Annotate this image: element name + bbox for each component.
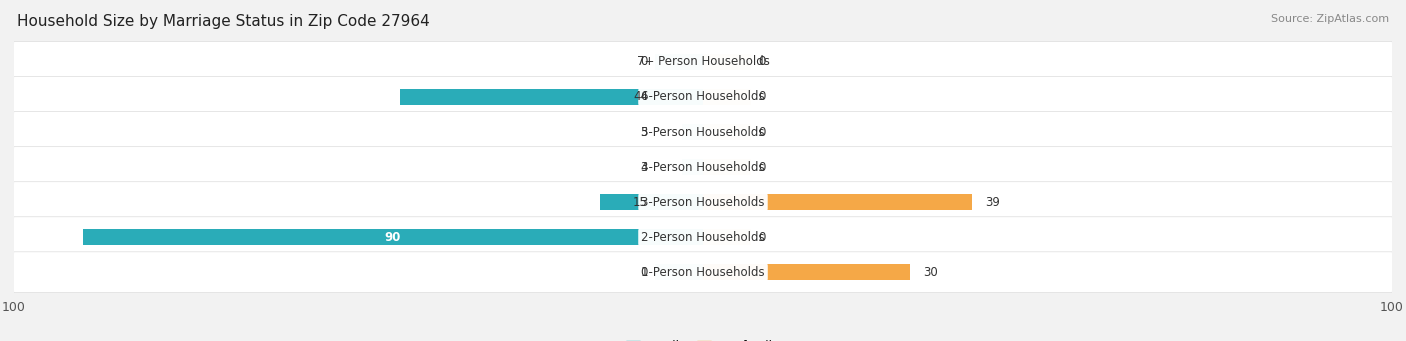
Text: 0: 0 <box>758 56 765 69</box>
Bar <box>703 89 751 105</box>
Bar <box>703 124 751 140</box>
Text: 0: 0 <box>758 231 765 244</box>
Text: 3: 3 <box>641 161 648 174</box>
Bar <box>703 229 751 246</box>
Bar <box>703 159 751 175</box>
Text: 2-Person Households: 2-Person Households <box>641 231 765 244</box>
Text: 7+ Person Households: 7+ Person Households <box>637 56 769 69</box>
Bar <box>682 124 703 140</box>
Text: 1-Person Households: 1-Person Households <box>641 266 765 279</box>
Text: Source: ZipAtlas.com: Source: ZipAtlas.com <box>1271 14 1389 24</box>
Bar <box>655 264 703 280</box>
Text: 3: 3 <box>641 125 648 138</box>
FancyBboxPatch shape <box>14 42 1392 83</box>
Bar <box>703 264 910 280</box>
FancyBboxPatch shape <box>14 217 1392 257</box>
Text: 3-Person Households: 3-Person Households <box>641 196 765 209</box>
Bar <box>655 54 703 70</box>
Text: 0: 0 <box>758 161 765 174</box>
Bar <box>599 194 703 210</box>
Text: 0: 0 <box>758 125 765 138</box>
Bar <box>83 229 703 246</box>
FancyBboxPatch shape <box>14 252 1392 293</box>
Text: 0: 0 <box>758 90 765 104</box>
Legend: Family, Nonfamily: Family, Nonfamily <box>621 336 785 341</box>
Text: 0: 0 <box>641 56 648 69</box>
FancyBboxPatch shape <box>14 182 1392 223</box>
FancyBboxPatch shape <box>14 77 1392 117</box>
Text: 0: 0 <box>641 266 648 279</box>
Text: 44: 44 <box>633 90 648 104</box>
FancyBboxPatch shape <box>14 112 1392 152</box>
Text: 4-Person Households: 4-Person Households <box>641 161 765 174</box>
Bar <box>703 194 972 210</box>
Text: 90: 90 <box>385 231 401 244</box>
Text: 5-Person Households: 5-Person Households <box>641 125 765 138</box>
Bar <box>399 89 703 105</box>
Text: 15: 15 <box>633 196 648 209</box>
Text: 6-Person Households: 6-Person Households <box>641 90 765 104</box>
Text: 30: 30 <box>924 266 938 279</box>
Text: 39: 39 <box>986 196 1000 209</box>
FancyBboxPatch shape <box>14 147 1392 188</box>
Bar <box>682 159 703 175</box>
Bar <box>703 54 751 70</box>
Text: Household Size by Marriage Status in Zip Code 27964: Household Size by Marriage Status in Zip… <box>17 14 430 29</box>
